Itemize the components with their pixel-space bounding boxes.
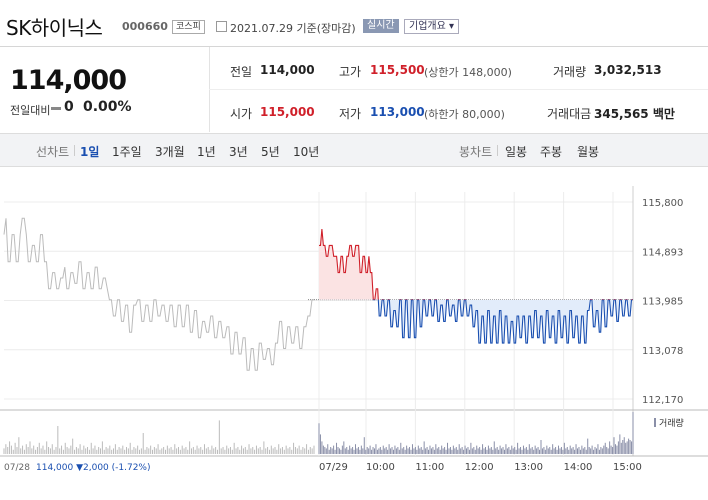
upper-limit: (상한가 148,000) (424, 66, 512, 79)
x-axis-labels: 07/29 10:00 11:00 12:00 13:00 14:00 15:00 (319, 462, 642, 473)
prev-value: 114,000 (260, 63, 315, 77)
series-prev-day (3, 217, 314, 371)
x-tick-label: 14:00 (564, 462, 593, 473)
volume-legend-label: 거래량 (659, 417, 684, 429)
y-tick-label: 113,078 (642, 346, 683, 357)
tab-divider (74, 145, 75, 156)
volume-value: 3,032,513 (594, 63, 662, 77)
volume-bars (3, 412, 634, 454)
base-date: 2021.07.29 기준(장마감) (230, 22, 356, 35)
line-chart-label: 선차트 (36, 145, 70, 159)
area-down (319, 299, 633, 344)
volume-legend-icon (654, 418, 656, 427)
x-tick-label: 07/29 (319, 462, 348, 473)
stock-name[interactable]: SK하이닉스 (6, 16, 103, 40)
x-tick-label: 10:00 (366, 462, 395, 473)
y-tick-label: 112,170 (642, 395, 683, 406)
amount-label: 거래대금 (547, 107, 592, 121)
flat-icon (51, 107, 61, 110)
amount-value: 345,565 백만 (594, 107, 675, 121)
x-tick-label: 13:00 (514, 462, 543, 473)
tab-daily[interactable]: 일봉 (505, 145, 528, 159)
tab-10year[interactable]: 10년 (293, 145, 320, 159)
area-up (319, 229, 379, 300)
x-tick-label: 15:00 (613, 462, 642, 473)
tab-divider (497, 145, 498, 156)
tab-3month[interactable]: 3개월 (155, 145, 185, 159)
high-value: 115,500 (370, 63, 425, 77)
current-price: 114,000 (10, 65, 127, 96)
tab-monthly[interactable]: 월봉 (577, 145, 600, 159)
lower-limit: (하한가 80,000) (424, 108, 505, 121)
prev-label: 전일 (230, 65, 253, 79)
y-tick-label: 113,985 (642, 297, 683, 308)
series-today-down (372, 299, 633, 344)
x-tick-label: 12:00 (465, 462, 494, 473)
change-value: 0 (64, 99, 74, 115)
candle-chart-label: 봉차트 (459, 145, 493, 159)
y-tick-label: 115,800 (642, 198, 683, 209)
open-value: 115,000 (260, 105, 315, 119)
quote-divider (209, 89, 708, 90)
chart-tabs: 선차트 1일 1주일 3개월 1년 3년 5년 10년 봉차트 일봉 주봉 월봉 (0, 133, 708, 167)
change-label: 전일대비 (10, 104, 51, 117)
stock-code: 000660 (122, 20, 168, 33)
open-label: 시가 (230, 107, 253, 121)
x-tick-label: 11:00 (415, 462, 444, 473)
tab-1day[interactable]: 1일 (80, 145, 100, 159)
stock-header: SK하이닉스 000660 코스피 2021.07.29 기준(장마감) 실시간… (0, 0, 708, 47)
y-axis-labels: 115,800 114,893 113,985 113,078 112,170 (642, 198, 683, 406)
market-badge: 코스피 (172, 20, 205, 34)
tab-5year[interactable]: 5년 (261, 145, 280, 159)
current-price-box: 114,000 전일대비 0 0.00% (0, 47, 210, 132)
prev-day-label: 07/28 (4, 463, 30, 473)
tab-1year[interactable]: 1년 (197, 145, 216, 159)
low-value: 113,000 (370, 105, 425, 119)
calendar-icon (216, 21, 227, 32)
realtime-button[interactable]: 실시간 (363, 19, 399, 33)
tab-3year[interactable]: 3년 (229, 145, 248, 159)
y-tick-label: 114,893 (642, 247, 683, 258)
tab-weekly[interactable]: 주봉 (540, 145, 563, 159)
change-percent: 0.00% (83, 99, 132, 115)
tab-1week[interactable]: 1주일 (112, 145, 142, 159)
series-today-up (319, 229, 633, 300)
price-chart[interactable]: 115,800 114,893 113,985 113,078 112,170 07/2… (0, 166, 708, 500)
corp-info-dropdown[interactable]: 기업개요 ▾ (404, 19, 459, 34)
price-series (3, 217, 633, 371)
high-label: 고가 (339, 65, 362, 79)
low-label: 저가 (339, 107, 362, 121)
prev-day-summary: 114,000 ▼2,000 (-1.72%) (36, 463, 151, 473)
volume-label: 거래량 (553, 65, 587, 79)
chart-grid (0, 186, 708, 457)
